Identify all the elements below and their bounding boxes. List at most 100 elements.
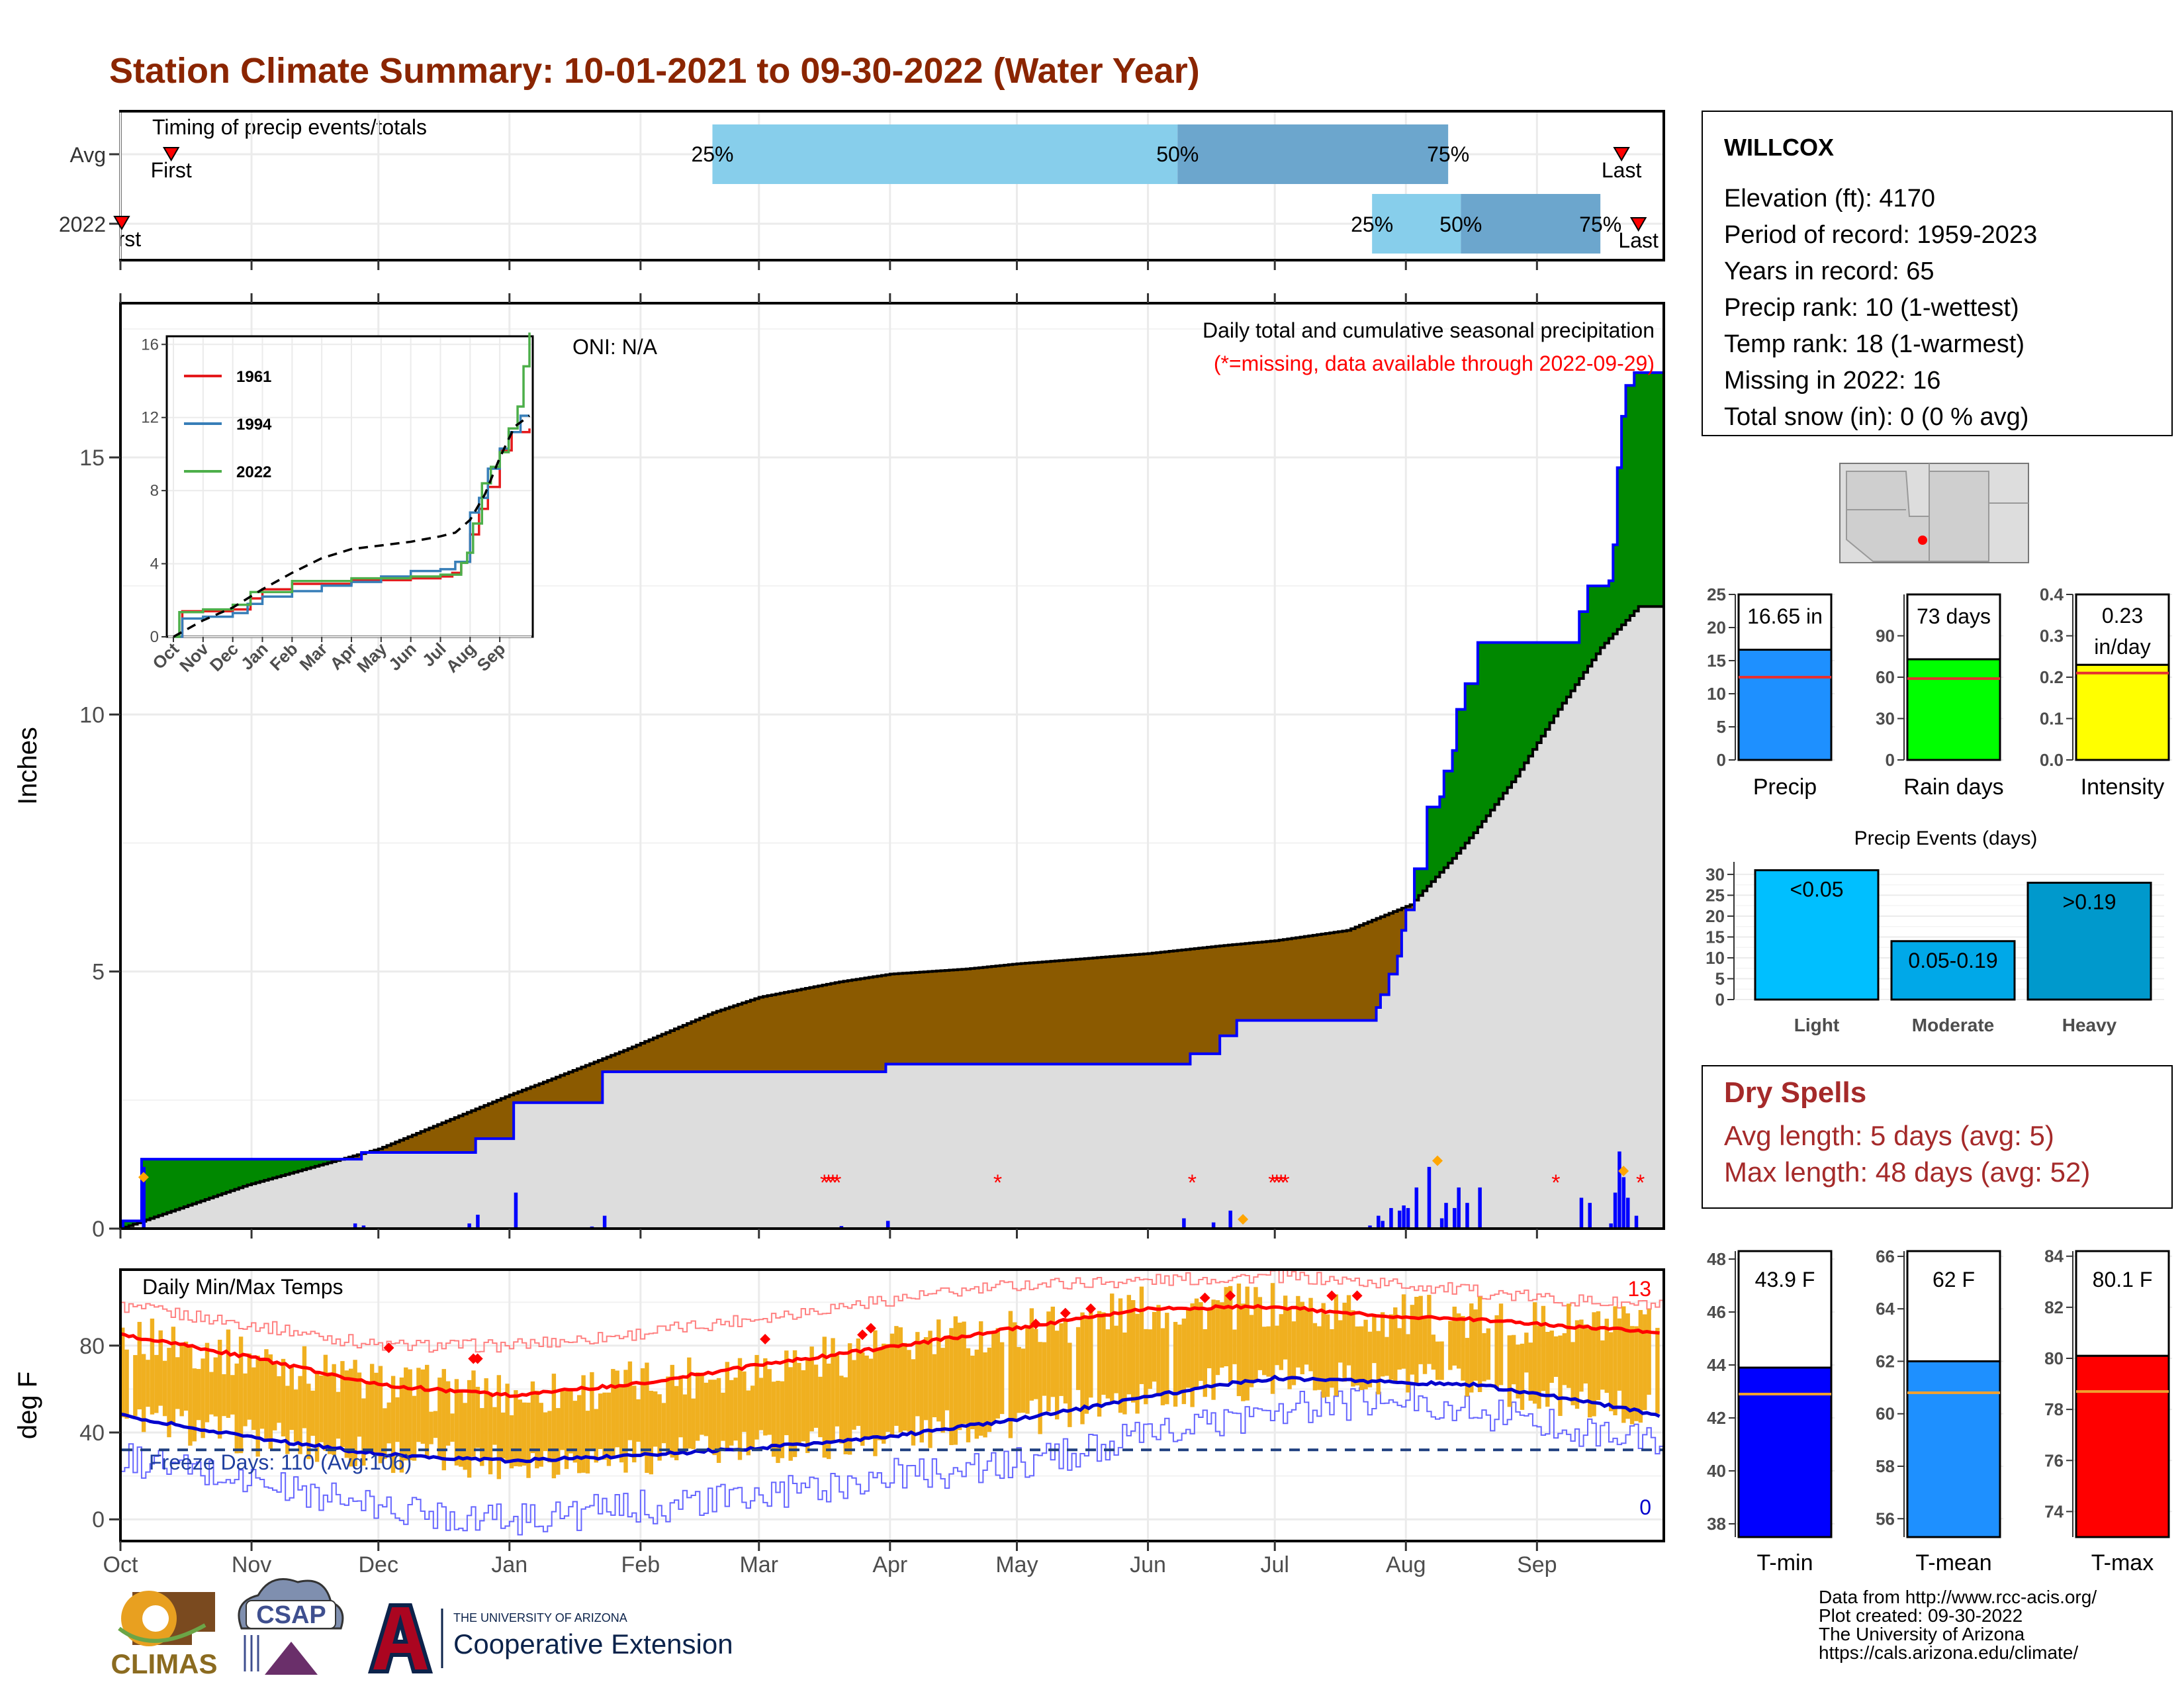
temp-range-bar bbox=[1199, 1302, 1203, 1382]
temp-range-bar bbox=[843, 1377, 848, 1454]
temp-range-bar bbox=[146, 1360, 150, 1407]
timing-row-avg: Avg bbox=[69, 143, 106, 167]
temp-range-bar bbox=[175, 1357, 180, 1409]
temp-range-bar bbox=[1346, 1295, 1351, 1366]
temp-range-bar bbox=[1625, 1313, 1630, 1419]
station-temp-rank: Temp rank: 18 (1-warmest) bbox=[1724, 330, 2025, 358]
temp-ytick-label: 80 bbox=[79, 1334, 105, 1359]
temp-range-bar bbox=[1110, 1293, 1115, 1403]
state-borders bbox=[1846, 463, 2028, 510]
daily-precip-bar bbox=[1414, 1187, 1419, 1229]
missing-mark: * bbox=[1636, 1170, 1645, 1196]
temp-range-bar bbox=[725, 1362, 730, 1450]
temp-range-bar bbox=[213, 1357, 218, 1417]
temp-range-bar bbox=[932, 1354, 937, 1417]
temp-range-bar bbox=[742, 1371, 747, 1432]
footer-source: Data from http://www.rcc-acis.org/ bbox=[1819, 1587, 2097, 1607]
temp-range-bar bbox=[217, 1339, 222, 1439]
temp-range-bar bbox=[475, 1387, 480, 1448]
rain-ytick-label: 0 bbox=[1886, 750, 1895, 770]
temp-range-bar bbox=[1038, 1342, 1042, 1434]
temp-range-bar bbox=[1435, 1341, 1440, 1380]
temp-range-bar bbox=[1431, 1335, 1436, 1370]
temp-range-bar bbox=[556, 1408, 561, 1475]
temp-range-bar bbox=[374, 1372, 379, 1453]
temp-yaxis: 0 40 80 bbox=[79, 1334, 120, 1532]
temp-range-bar bbox=[390, 1376, 396, 1474]
temp-range-bar bbox=[1338, 1320, 1343, 1363]
temp-range-bar bbox=[1376, 1331, 1381, 1395]
record-high-mark bbox=[472, 1353, 483, 1364]
station-period: Period of record: 1959-2023 bbox=[1724, 221, 2037, 249]
daily-temp-range-bars bbox=[120, 1283, 1660, 1479]
record-high-mark bbox=[383, 1342, 394, 1354]
month-label: Nov bbox=[232, 1552, 271, 1577]
temp-range-bar bbox=[1262, 1327, 1267, 1376]
temp-range-bar bbox=[445, 1381, 451, 1446]
temp-range-bar bbox=[1068, 1342, 1072, 1427]
daily-precip-bar bbox=[1402, 1205, 1406, 1229]
temp-range-bar bbox=[1397, 1328, 1402, 1370]
temp-range-bar bbox=[1101, 1312, 1106, 1395]
temp-range-bar bbox=[133, 1355, 138, 1417]
inset-ytick-label: 4 bbox=[150, 555, 159, 573]
csap-logo: CSAP bbox=[238, 1578, 344, 1675]
temp-range-bar bbox=[716, 1378, 721, 1463]
temp-range-bar bbox=[425, 1364, 430, 1458]
tmean-value-box bbox=[1906, 1250, 2001, 1362]
temp-range-bar bbox=[1456, 1313, 1461, 1369]
temp-range-bar bbox=[171, 1327, 176, 1423]
tmax-bar bbox=[2075, 1354, 2170, 1538]
temp-range-bar bbox=[1452, 1306, 1457, 1366]
temp-range-bar bbox=[958, 1323, 962, 1430]
intensity-ytick-label: 0.4 bbox=[2040, 585, 2064, 604]
temp-range-bar bbox=[323, 1354, 328, 1451]
temp-range-bar bbox=[522, 1402, 527, 1466]
temp-range-bar bbox=[1257, 1297, 1263, 1370]
station-name: WILLCOX bbox=[1724, 134, 1834, 161]
precip-xaxis-ticks bbox=[119, 293, 1538, 1239]
events-title: Precip Events (days) bbox=[1854, 827, 2038, 849]
y2022-50-75-bar bbox=[1461, 194, 1601, 254]
temp-range-bar bbox=[1160, 1328, 1165, 1405]
temp-range-bar bbox=[412, 1395, 417, 1461]
freeze-label: Freeze Days: 110 (Avg:106) bbox=[149, 1450, 412, 1474]
temp-range-bar bbox=[928, 1331, 933, 1448]
logos: CLIMAS CSAP THE UNIVERSITY OF ARIZONA Co… bbox=[111, 1578, 733, 1679]
month-label: Aug bbox=[1386, 1552, 1426, 1577]
temp-range-bar bbox=[344, 1370, 349, 1458]
precip-stat-chart: 16.65 in 0 5 10 15 20 25 Precip bbox=[1707, 585, 1835, 800]
record-high-mark bbox=[865, 1323, 876, 1334]
tmean-ytick-label: 66 bbox=[1876, 1246, 1895, 1266]
temp-range-bar bbox=[1583, 1324, 1588, 1383]
temp-range-bar bbox=[1194, 1298, 1199, 1388]
temp-range-bar bbox=[1325, 1314, 1330, 1397]
temp-range-bar bbox=[277, 1376, 281, 1423]
tmean-label: T-mean bbox=[1915, 1550, 1991, 1575]
temp-range-bar bbox=[1562, 1333, 1567, 1385]
tmax-ytick-label: 82 bbox=[2044, 1297, 2064, 1317]
temp-range-bar bbox=[966, 1348, 971, 1442]
timing-row-2022: 2022 bbox=[59, 212, 106, 236]
rain-value-label: 73 days bbox=[1917, 604, 1991, 628]
tmax-ytick-label: 84 bbox=[2044, 1246, 2064, 1266]
tmean-ytick-label: 60 bbox=[1876, 1404, 1895, 1424]
temp-range-bar bbox=[395, 1397, 400, 1442]
daily-precip-bar bbox=[467, 1223, 471, 1229]
record-high-mark bbox=[1224, 1290, 1236, 1301]
record-low-line bbox=[120, 1384, 1664, 1536]
inset-line-1994 bbox=[173, 414, 529, 638]
dry-avg-length: Avg length: 5 days (avg: 5) bbox=[1724, 1120, 2054, 1151]
temp-range-bar bbox=[1253, 1287, 1258, 1383]
station-snow: Total snow (in): 0 (0 % avg) bbox=[1724, 403, 2028, 431]
temp-range-bar bbox=[188, 1346, 193, 1446]
temp-range-bar bbox=[1126, 1295, 1131, 1395]
tmean-ytick-label: 58 bbox=[1876, 1456, 1895, 1476]
temp-range-bar bbox=[328, 1372, 332, 1454]
temp-range-bar bbox=[492, 1407, 497, 1445]
temp-range-bar bbox=[911, 1359, 916, 1446]
inset-ytick-label: 8 bbox=[150, 482, 159, 500]
temp-range-bar bbox=[264, 1349, 269, 1440]
temp-range-bar bbox=[1367, 1331, 1373, 1387]
